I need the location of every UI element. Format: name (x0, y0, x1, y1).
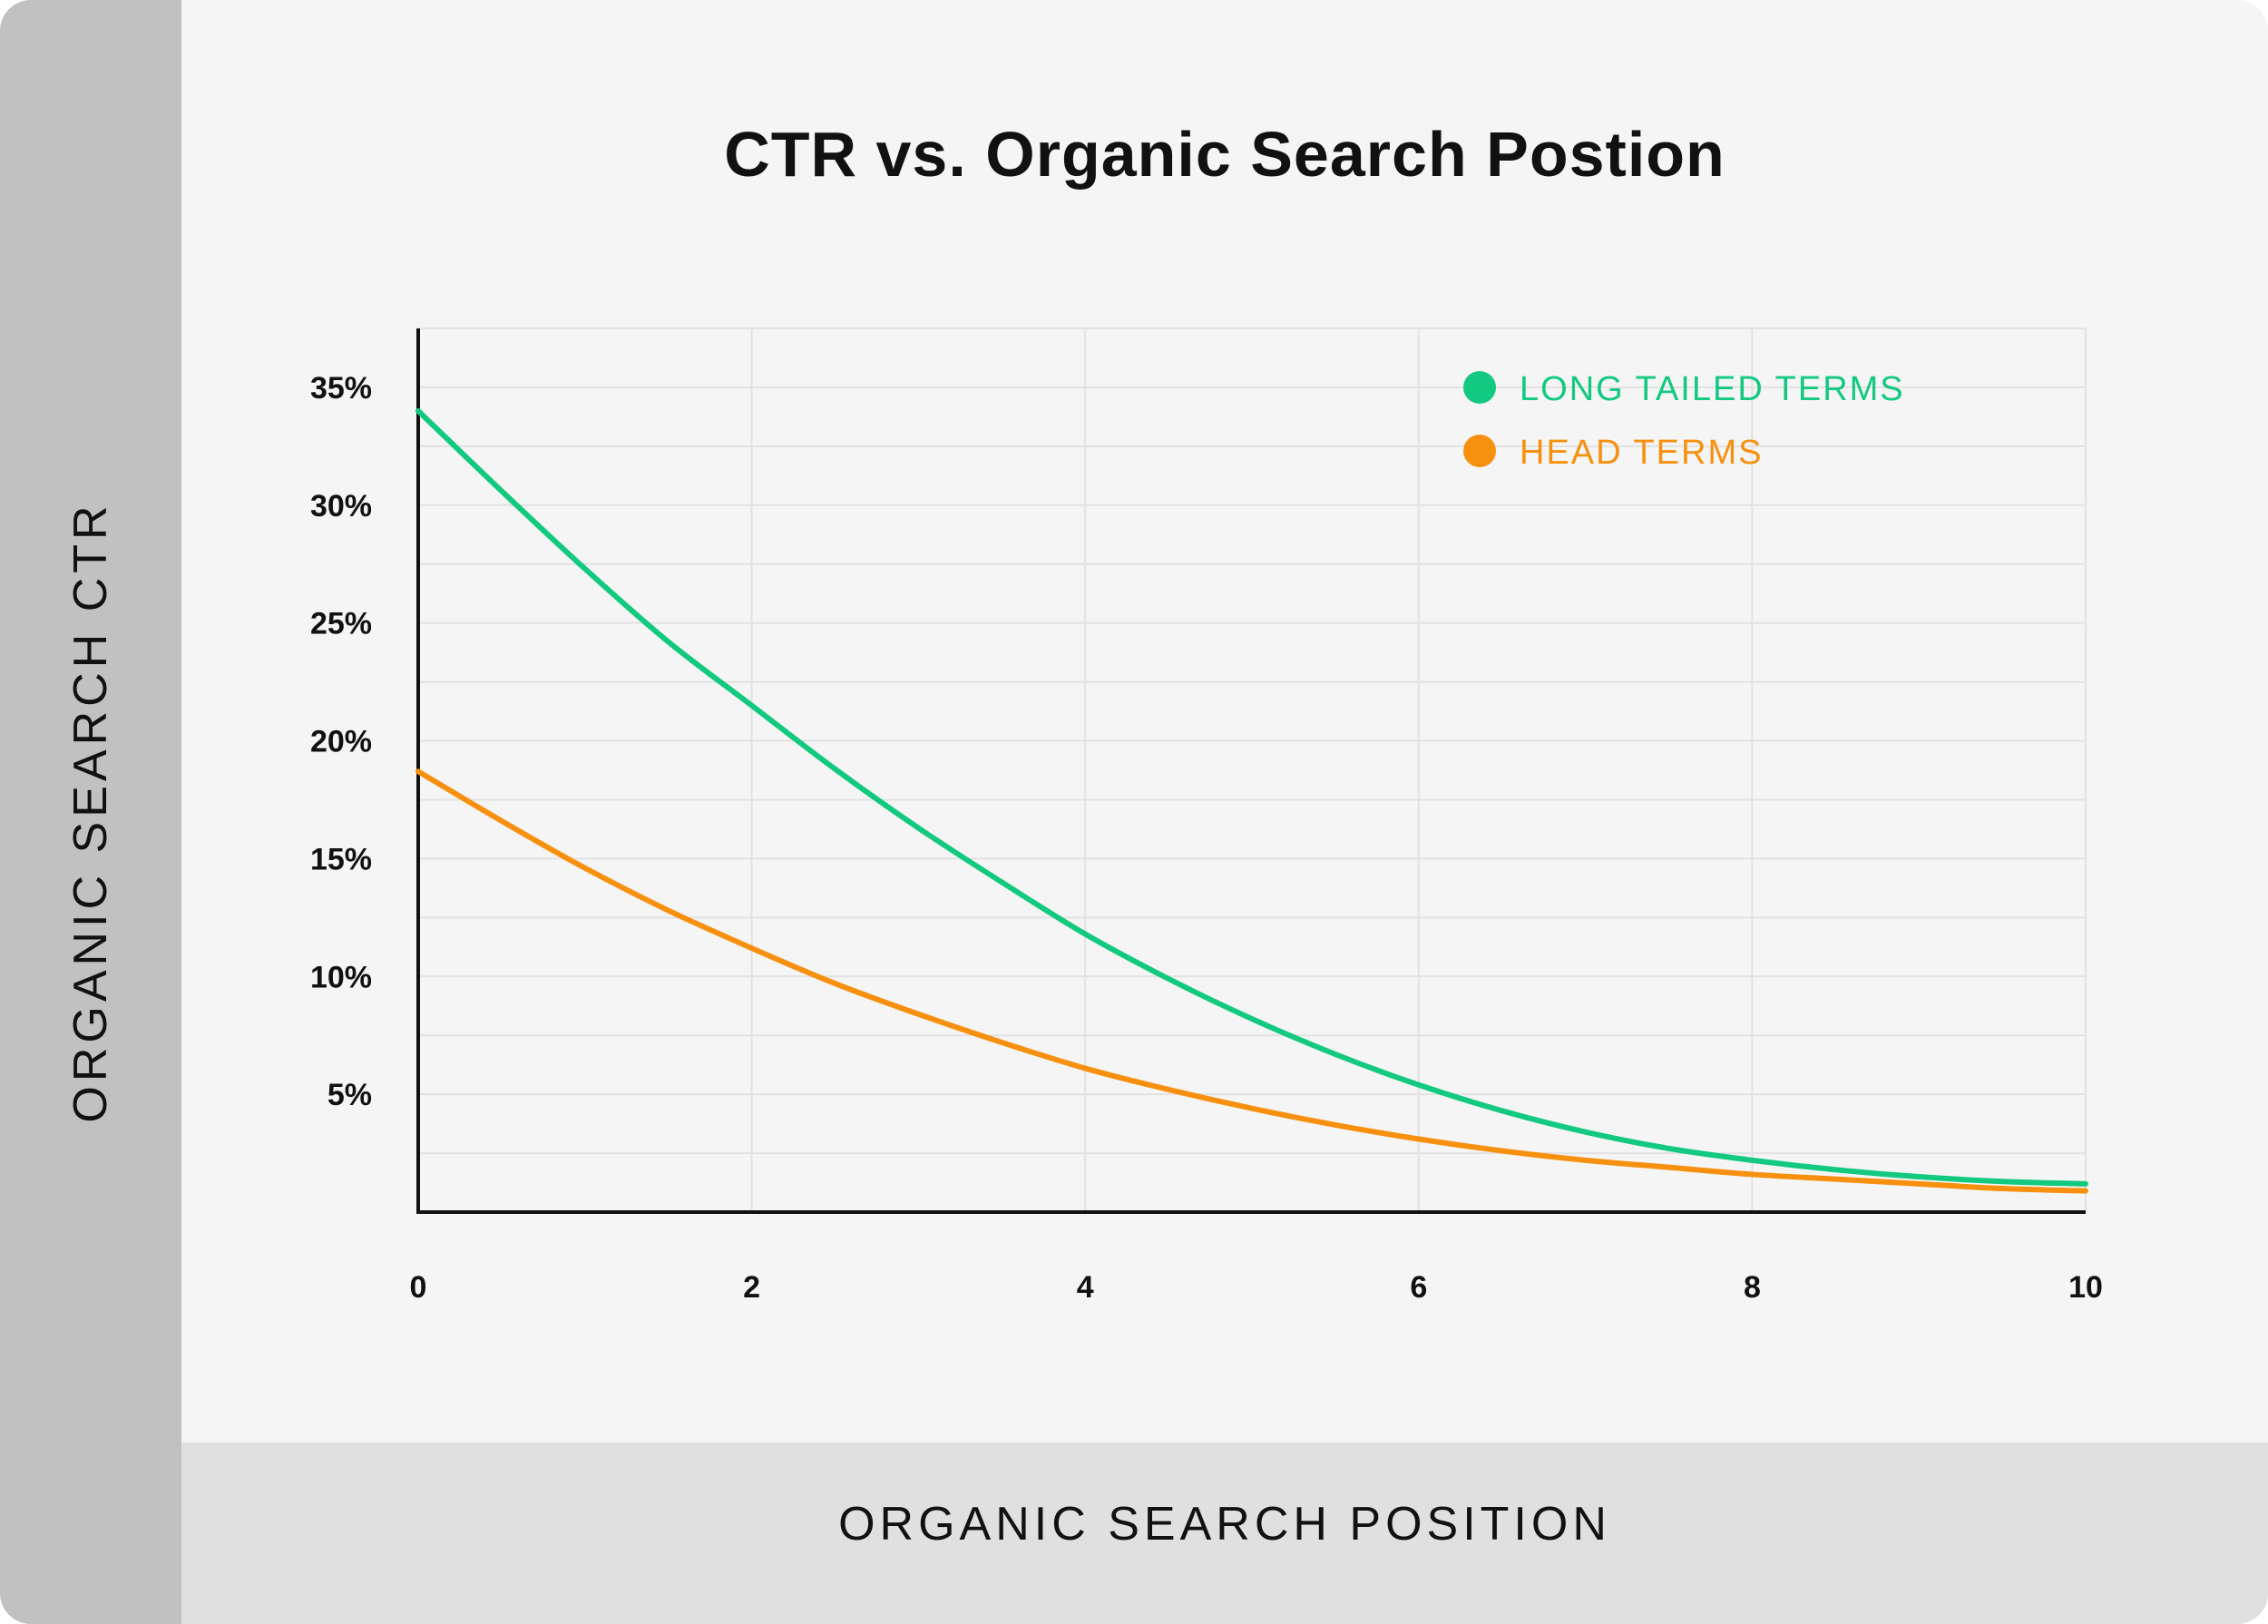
series-line-long-tailed-terms (415, 407, 2088, 1187)
legend-marker-long-tailed-terms (1463, 371, 1496, 404)
x-tick-label: 2 (743, 1270, 760, 1305)
x-tick-label: 8 (1744, 1270, 1761, 1305)
x-axis-title: ORGANIC SEARCH POSITION (838, 1498, 1611, 1551)
y-tick-label: 30% (310, 489, 372, 523)
y-tick-label: 20% (310, 725, 372, 759)
legend-label-head-terms: HEAD TERMS (1520, 434, 1763, 472)
y-tick-label: 10% (310, 960, 372, 994)
x-tick-label: 4 (1077, 1270, 1094, 1305)
y-tick-label: 35% (310, 371, 372, 406)
x-tick-label: 0 (410, 1270, 427, 1305)
legend-marker-head-terms (1463, 435, 1496, 467)
chart-title: CTR vs. Organic Search Postion (724, 119, 1725, 190)
y-tick-label: 15% (310, 842, 372, 876)
x-tick-label: 10 (2068, 1270, 2103, 1305)
series-line-head-terms (415, 768, 2088, 1194)
y-tick-label: 25% (310, 607, 372, 641)
y-tick-label: 5% (327, 1078, 372, 1112)
x-axis-label-band (181, 1443, 2268, 1624)
x-tick-label: 6 (1410, 1270, 1427, 1305)
legend-label-long-tailed-terms: LONG TAILED TERMS (1520, 370, 1905, 408)
y-axis-label-band (0, 0, 181, 1624)
